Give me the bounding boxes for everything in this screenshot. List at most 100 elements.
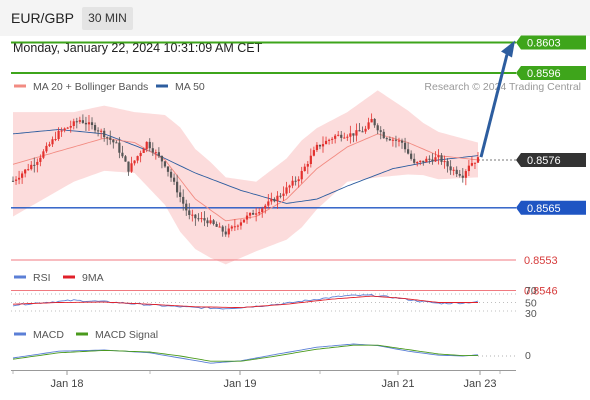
price-tag-text: 0.8576: [527, 155, 561, 167]
candle-body: [63, 128, 66, 131]
candle: [112, 138, 115, 149]
candle: [160, 155, 164, 169]
forecast-arrow-head: [501, 40, 515, 58]
candle-body: [403, 142, 407, 150]
candle-body: [470, 163, 474, 166]
candle: [163, 160, 167, 168]
candle: [109, 130, 112, 145]
candle: [230, 225, 233, 232]
price-tag-bg: [516, 152, 586, 167]
candle-body: [103, 130, 106, 138]
candle: [33, 157, 36, 173]
candle-body: [239, 222, 243, 226]
macd-line: [12, 343, 479, 364]
candle-body: [291, 180, 294, 186]
candle: [203, 211, 206, 227]
candle: [279, 192, 282, 199]
rsi-tick-30: 30: [525, 308, 537, 320]
candle-body: [379, 130, 382, 132]
candle-body: [136, 156, 139, 161]
candle-body: [157, 152, 160, 156]
candle-body: [200, 218, 203, 220]
rsi-legend-9ma: 9MA: [82, 272, 104, 284]
candle: [39, 154, 42, 167]
candle-body: [288, 185, 291, 188]
timeframe-button[interactable]: 30 MIN: [82, 7, 133, 30]
candle-body: [42, 151, 45, 158]
candle: [440, 152, 443, 165]
candle: [30, 161, 33, 171]
candle-body: [163, 161, 167, 167]
bollinger-band: [13, 90, 478, 265]
candle-body: [321, 144, 325, 147]
legend-swatch: [14, 275, 26, 279]
candle: [349, 125, 352, 144]
level-tags: 0.8603 0.8596 0.8576 0.8565 0.8553 0.8546: [516, 35, 586, 297]
macd-tick-0: 0: [525, 350, 531, 362]
candle-body: [115, 142, 118, 144]
candle-body: [11, 180, 15, 182]
candle: [346, 134, 349, 141]
candle-body: [51, 139, 54, 145]
candle-body: [185, 203, 188, 211]
candle: [273, 197, 276, 203]
candle-body: [358, 130, 361, 132]
candle: [96, 127, 100, 137]
candle-body: [413, 158, 416, 163]
candle-body: [388, 138, 391, 141]
candle-body: [176, 181, 179, 193]
candle: [172, 173, 176, 186]
candle: [258, 207, 261, 216]
candle: [391, 137, 395, 147]
candle-body: [324, 140, 328, 145]
candle-body: [331, 138, 334, 140]
candle-body: [242, 219, 246, 223]
macd-legend-signal: MACD Signal: [95, 329, 158, 341]
candle: [367, 117, 370, 130]
candle-body: [169, 171, 173, 178]
candle: [358, 123, 361, 132]
candle: [419, 160, 422, 166]
candle: [312, 146, 315, 157]
candle: [69, 120, 72, 133]
candle: [388, 136, 391, 142]
candle-body: [391, 139, 395, 141]
candle: [416, 161, 419, 167]
candle: [261, 206, 264, 218]
candle: [331, 136, 334, 144]
candle-body: [127, 161, 130, 172]
candle-body: [188, 210, 191, 216]
candle: [446, 158, 449, 173]
candle: [431, 153, 434, 165]
candle: [264, 203, 267, 214]
candle-body: [385, 138, 388, 140]
candle-body: [327, 139, 331, 141]
candle: [182, 189, 185, 211]
candle-body: [45, 145, 48, 152]
candle-body: [434, 157, 437, 162]
candle: [60, 127, 63, 137]
candle-body: [96, 130, 100, 132]
candle: [188, 203, 191, 220]
candle-body: [93, 125, 97, 131]
x-tick-label-jan-18: Jan 18: [50, 378, 83, 390]
candle-body: [230, 226, 233, 229]
candle: [191, 209, 194, 222]
candle-body: [160, 155, 164, 162]
candle-body: [151, 148, 154, 153]
macd-legend: MACD MACD Signal: [14, 329, 158, 341]
candle: [422, 160, 425, 166]
candle-body: [394, 139, 398, 141]
candle: [124, 154, 127, 162]
candle: [21, 171, 24, 184]
candle-body: [306, 163, 309, 167]
candle: [428, 155, 431, 164]
datetime-label: Monday, January 22, 2024 10:31:09 AM CET: [13, 41, 263, 55]
candle: [464, 169, 467, 186]
candle-body: [109, 137, 112, 140]
candle: [324, 136, 328, 145]
candles: [11, 113, 480, 238]
candle: [133, 160, 136, 166]
candle: [239, 219, 243, 230]
candle: [473, 162, 477, 169]
